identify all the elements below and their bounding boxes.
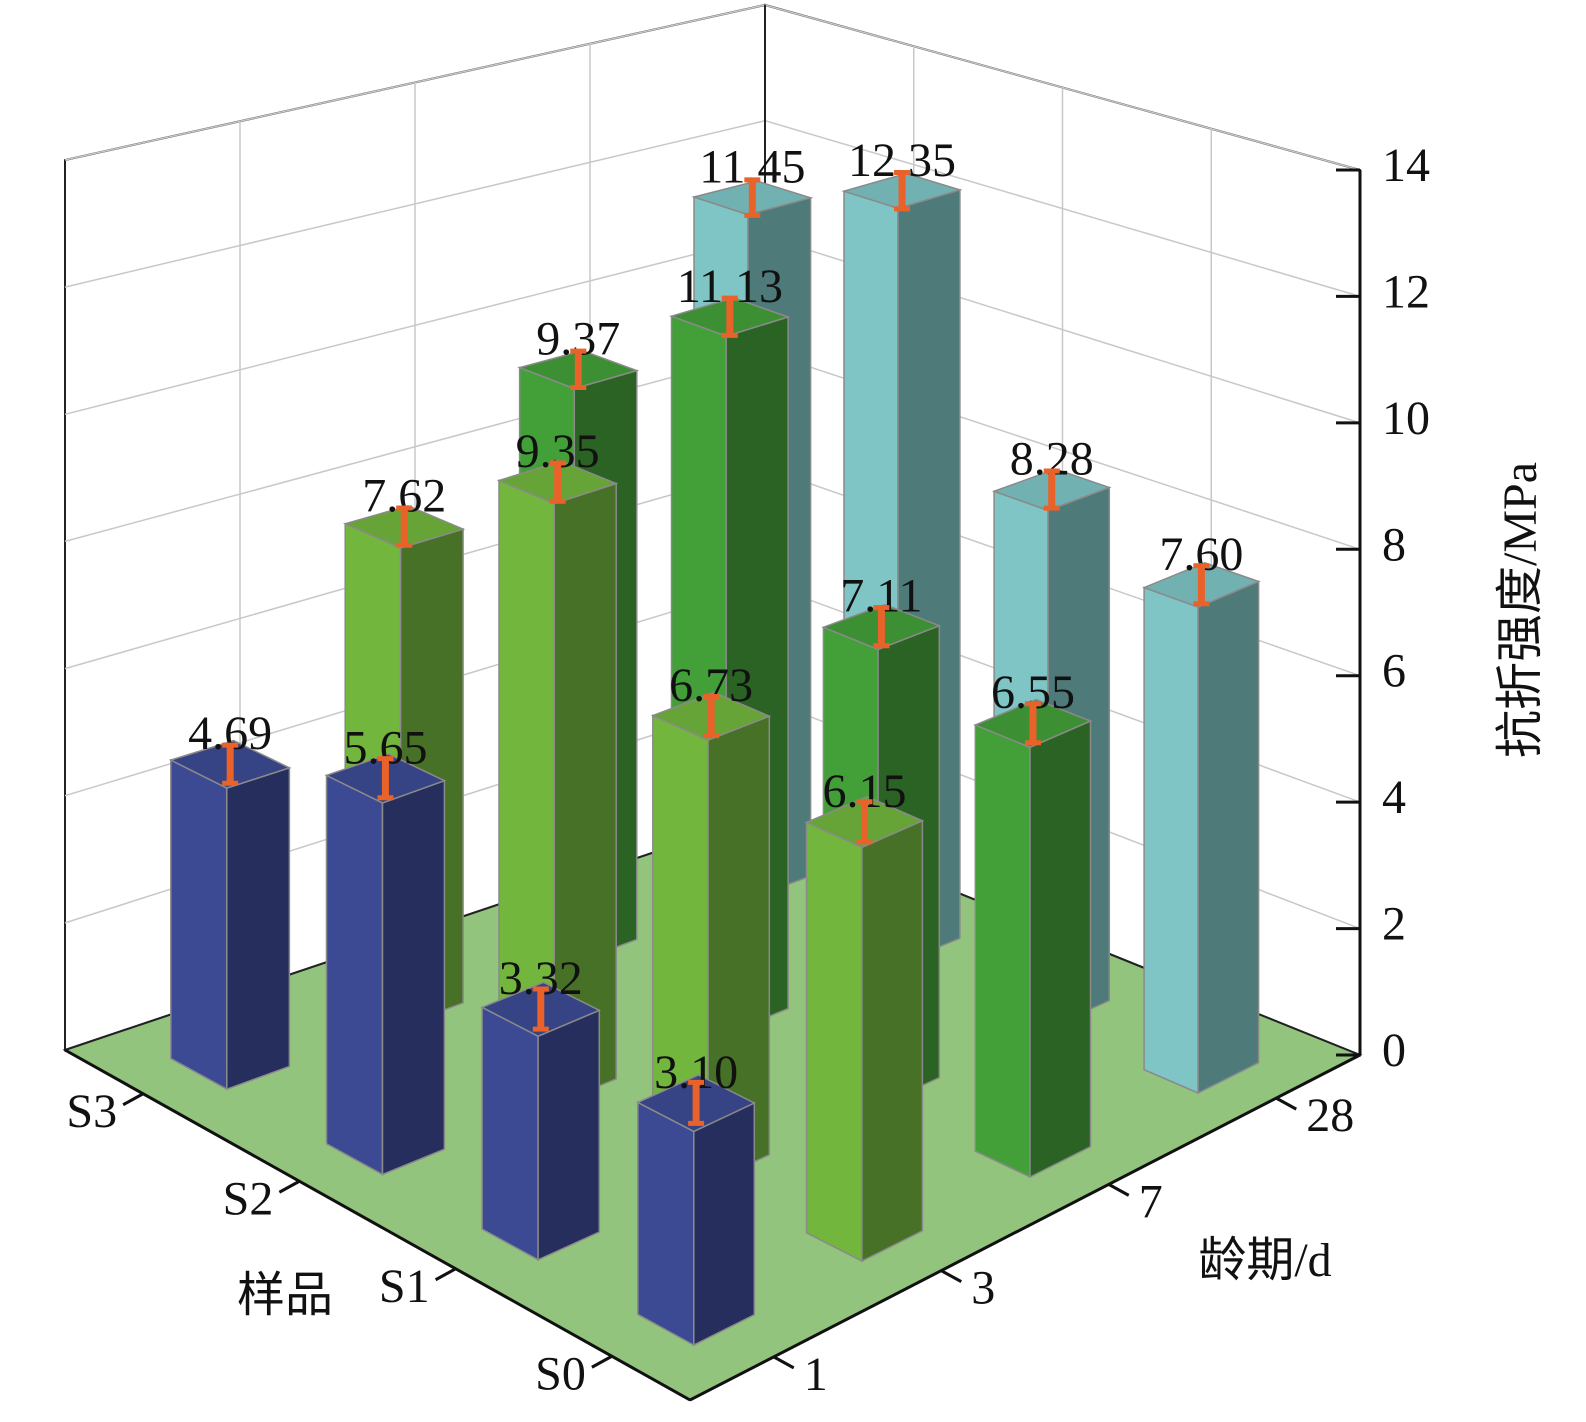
error-bar	[721, 295, 738, 338]
y-tick-label: 1	[804, 1348, 828, 1401]
bar-left-face	[974, 723, 1031, 1179]
bar	[1142, 561, 1261, 1095]
bar	[973, 698, 1093, 1179]
bar-right-face	[861, 819, 924, 1263]
z-tick-label: 0	[1382, 1024, 1406, 1077]
bar-right-face	[1029, 719, 1092, 1179]
bar-right-face	[226, 766, 291, 1091]
z-tick-label: 2	[1382, 898, 1406, 951]
bar-right-face	[1197, 580, 1260, 1095]
error-bar	[688, 1079, 705, 1126]
error-bar	[894, 170, 911, 212]
x-tick-label: S0	[535, 1347, 586, 1400]
x-tick-label: S2	[223, 1172, 274, 1225]
bar-left-face	[481, 1006, 539, 1262]
error-bar	[1024, 701, 1041, 746]
y-tick-label: 28	[1306, 1089, 1354, 1142]
bars	[168, 172, 1261, 1347]
z-tick-label: 14	[1382, 139, 1430, 192]
bar-right-face	[537, 1009, 601, 1261]
x-tick	[434, 1267, 457, 1282]
bar	[650, 691, 772, 1184]
x-tick-label: S1	[379, 1260, 430, 1313]
error-bar	[549, 460, 566, 504]
error-bar	[744, 177, 761, 218]
y-tick-label: 3	[971, 1262, 995, 1315]
x-tick	[591, 1354, 613, 1369]
labels: 02468101214S0S1S2S31372811.459.3712.357.…	[66, 134, 1430, 1401]
x-axis-title: 样品	[237, 1269, 333, 1322]
y-tick	[1108, 1183, 1130, 1197]
error-bar	[570, 348, 587, 391]
bar	[168, 739, 292, 1091]
error-bar	[1043, 468, 1060, 511]
y-tick	[773, 1355, 795, 1370]
bar	[496, 460, 619, 1106]
y-tick	[940, 1269, 962, 1283]
bar-left-face	[1143, 586, 1199, 1095]
bar-left-face	[170, 758, 228, 1091]
error-bar	[703, 694, 720, 739]
x-axis	[64, 1048, 691, 1402]
z-tick-label: 10	[1382, 392, 1430, 445]
x-tick	[122, 1092, 144, 1107]
z-tick-label: 6	[1382, 645, 1406, 698]
z-axis-title: 抗折强度/MPa	[1494, 462, 1547, 758]
error-bar	[1193, 563, 1210, 607]
error-bar	[532, 986, 549, 1032]
bar	[804, 795, 925, 1263]
error-bar	[396, 505, 413, 548]
bar	[324, 753, 447, 1176]
z-tick-label: 8	[1382, 518, 1406, 571]
error-bar	[377, 756, 394, 801]
y-tick-label: 7	[1139, 1175, 1163, 1228]
bar-right-face	[693, 1101, 756, 1347]
y-axis	[689, 1053, 1361, 1402]
bar	[636, 1074, 757, 1347]
error-bar	[222, 742, 239, 786]
z-tick-label: 12	[1382, 265, 1430, 318]
bar-right-face	[381, 779, 446, 1176]
error-bar	[856, 799, 873, 845]
x-tick-label: S3	[66, 1085, 117, 1138]
bar-left-face	[325, 774, 384, 1176]
bar-left-face	[805, 821, 863, 1263]
y-tick	[1275, 1096, 1297, 1111]
y-axis-title: 龄期/d	[1198, 1234, 1331, 1287]
z-tick-label: 4	[1382, 771, 1406, 824]
bar-left-face	[637, 1101, 695, 1347]
error-bar	[873, 605, 890, 649]
x-tick	[278, 1179, 301, 1194]
